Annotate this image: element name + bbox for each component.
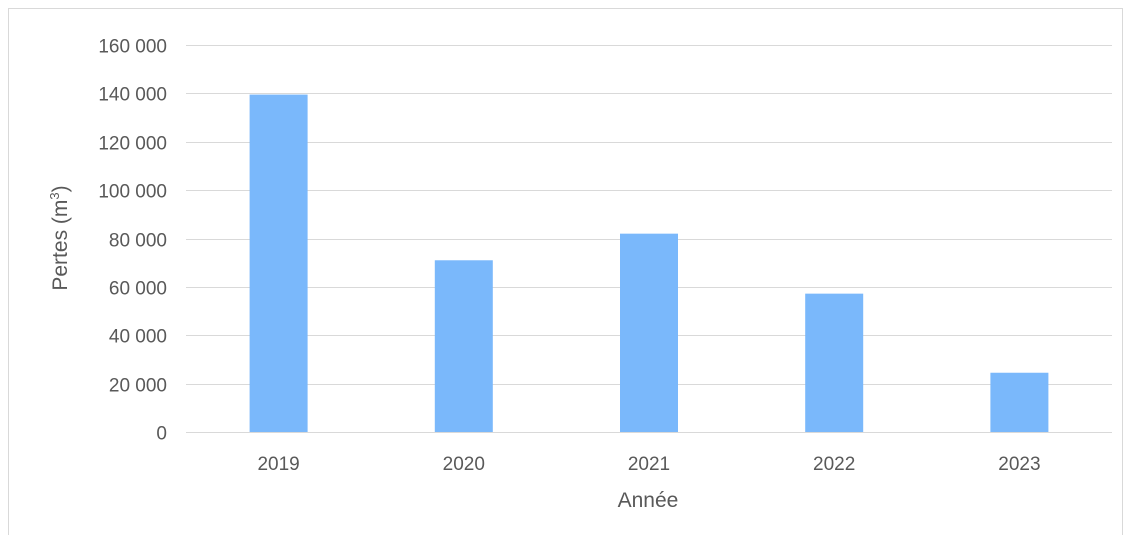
bar-2020	[434, 260, 493, 432]
x-tick-labels: 2019 2020 2021 2022 2023	[257, 454, 1040, 475]
y-axis-title-close: )	[49, 185, 72, 192]
x-tick-label: 2022	[813, 454, 855, 475]
y-axis-title: Pertes (m3)	[47, 185, 72, 290]
y-tick-label: 40 000	[109, 327, 167, 348]
y-tick-label: 160 000	[98, 37, 167, 58]
y-tick-label: 100 000	[98, 182, 167, 203]
bar-2023	[990, 372, 1049, 432]
y-tick-label: 120 000	[98, 134, 167, 155]
x-axis-title: Année	[618, 489, 679, 512]
chart-frame	[8, 8, 1123, 535]
x-tick-label: 2020	[443, 454, 485, 475]
y-tick-label: 0	[156, 424, 167, 445]
bar-2019	[249, 94, 308, 432]
y-tick-label: 140 000	[98, 85, 167, 106]
bar-2022	[805, 293, 864, 432]
y-tick-label: 20 000	[109, 376, 167, 397]
x-tick-label: 2019	[257, 454, 299, 475]
bars	[249, 94, 1049, 432]
y-tick-label: 80 000	[109, 231, 167, 252]
y-tick-label: 60 000	[109, 279, 167, 300]
x-tick-label: 2023	[998, 454, 1040, 475]
bar-2021	[620, 233, 678, 432]
y-axis-title-superscript: 3	[47, 192, 62, 199]
y-axis-title-base: Pertes (m	[49, 200, 72, 291]
x-tick-label: 2021	[628, 454, 670, 475]
y-tick-labels: 0 20 000 40 000 60 000 80 000 100 000 120 000 1…	[98, 37, 167, 445]
